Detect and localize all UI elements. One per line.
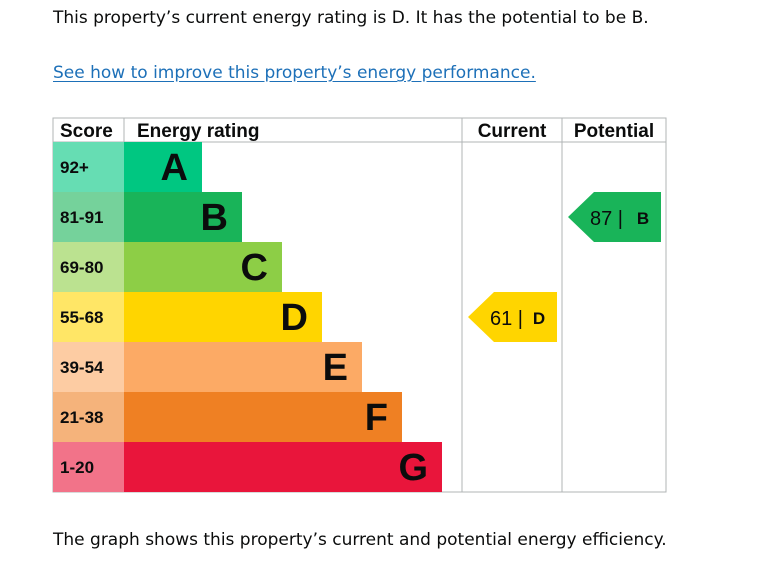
score-label-g: 1-20 xyxy=(60,458,94,477)
current-rating-pointer xyxy=(468,292,557,342)
score-cell-e xyxy=(53,342,124,392)
score-cell-a xyxy=(53,142,124,192)
current-rating-score: 61 | xyxy=(490,308,523,330)
current-rating-letter: D xyxy=(533,309,545,328)
score-label-c: 69-80 xyxy=(60,258,103,277)
score-label-b: 81-91 xyxy=(60,208,103,227)
band-letter-g: G xyxy=(398,447,428,489)
band-bar-a xyxy=(124,142,202,192)
score-cell-b xyxy=(53,192,124,242)
header-energy-rating: Energy rating xyxy=(137,121,259,142)
footer-text: The graph shows this property’s current … xyxy=(53,530,667,550)
score-cell-f xyxy=(53,392,124,442)
band-bar-f xyxy=(124,392,402,442)
score-cell-d xyxy=(53,292,124,342)
band-letter-d: D xyxy=(281,297,308,339)
score-cell-g xyxy=(53,442,124,492)
score-label-a: 92+ xyxy=(60,158,89,177)
band-letter-e: E xyxy=(323,347,348,389)
band-letter-c: C xyxy=(241,247,268,289)
score-label-f: 21-38 xyxy=(60,408,103,427)
header-potential: Potential xyxy=(574,121,654,142)
header-score: Score xyxy=(60,121,113,142)
band-bar-b xyxy=(124,192,242,242)
band-letter-a: A xyxy=(161,147,188,189)
band-bar-d xyxy=(124,292,322,342)
band-bar-e xyxy=(124,342,362,392)
band-bar-g xyxy=(124,442,442,492)
potential-rating-letter: B xyxy=(637,209,649,228)
potential-rating-pointer xyxy=(568,192,661,242)
potential-rating-score: 87 | xyxy=(590,208,623,230)
score-label-d: 55-68 xyxy=(60,308,103,327)
band-bar-c xyxy=(124,242,282,292)
score-cell-c xyxy=(53,242,124,292)
header-current: Current xyxy=(478,121,547,142)
improve-energy-link[interactable]: See how to improve this property’s energ… xyxy=(53,63,536,83)
intro-text: This property’s current energy rating is… xyxy=(53,8,649,28)
score-label-e: 39-54 xyxy=(60,358,104,377)
band-letter-b: B xyxy=(201,197,228,239)
band-letter-f: F xyxy=(365,397,388,439)
